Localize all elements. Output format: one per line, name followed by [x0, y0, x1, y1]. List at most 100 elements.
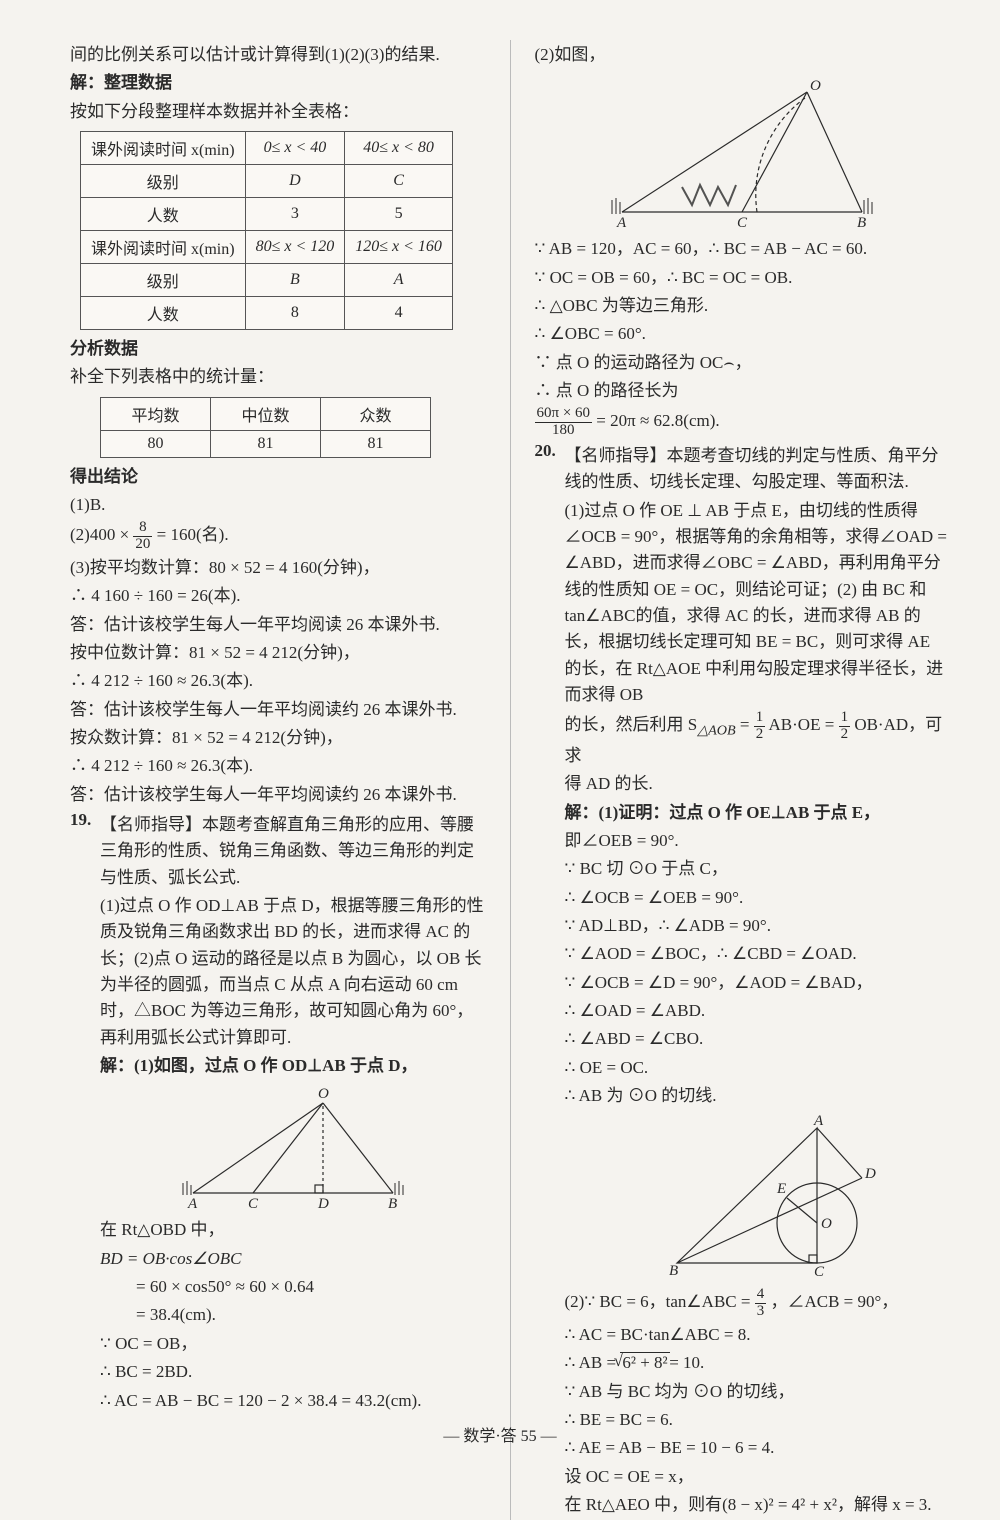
conclusion-heading: 得出结论 — [70, 464, 486, 490]
th: 中位数 — [211, 397, 321, 430]
conclusion-line: 答：估计该校学生每人一年平均阅读约 26 本课外书. — [70, 782, 486, 808]
label-C: C — [737, 215, 748, 231]
label-B: B — [669, 1263, 678, 1279]
solution-line: (2)如图， — [535, 42, 951, 68]
solution-line: ∴ ∠OAD = ∠ABD. — [565, 998, 951, 1024]
solution-line: ∵ AB = 120，AC = 60，∴ BC = AB − AC = 60. — [535, 236, 951, 262]
td: 5 — [345, 198, 453, 231]
conclusion-line: (1)B. — [70, 492, 486, 518]
label-D: D — [317, 1196, 329, 1212]
solution-line: ∴ AC = AB − BC = 120 − 2 × 38.4 = 43.2(c… — [100, 1388, 486, 1414]
guide-text: 的长，然后利用 S△AOB = 12 AB·OE = 12 OB·AD，可求 — [565, 710, 951, 769]
right-column: (2)如图， A C B O ∵ AB = 120，AC = 60，∴ BC — [535, 40, 951, 1520]
solution-line: 60π × 60180 = 20π ≈ 62.8(cm). — [535, 406, 951, 439]
td: 80 — [101, 430, 211, 457]
conclusion-line: ∴ 4 212 ÷ 160 ≈ 26.3(本). — [70, 668, 486, 694]
txt: AB·OE = — [769, 716, 839, 735]
guide-text: (1)过点 O 作 OE ⊥ AB 于点 E，由切线的性质得∠OCB = 90°… — [565, 498, 951, 709]
conclusion-line: 答：估计该校学生每人一年平均阅读约 26 本课外书. — [70, 697, 486, 723]
conclusion-line: (2)400 × 820 = 160(名). — [70, 520, 486, 553]
td: 40≤ x < 80 — [345, 132, 453, 165]
label-A: A — [187, 1196, 198, 1212]
guide-text: 得 AD 的长. — [565, 771, 951, 797]
circle-triangle-diagram: A B C D E O — [617, 1113, 897, 1283]
solution-line: 在 Rt△AEO 中，则有(8 − x)² = 4² + x²，解得 x = 3… — [565, 1492, 951, 1518]
fraction: 820 — [133, 520, 152, 553]
label-B: B — [388, 1196, 397, 1212]
td: 4 — [345, 297, 453, 330]
conclusion-line: 按众数计算：81 × 52 = 4 212(分钟)， — [70, 725, 486, 751]
solution-line: ∴ ∠ABD = ∠CBO. — [565, 1026, 951, 1052]
guide-text: 【名师指导】本题考查切线的判定与性质、角平分线的性质、切线长定理、勾股定理、等面… — [565, 443, 951, 496]
column-separator — [510, 40, 511, 1520]
th: 级别 — [81, 264, 246, 297]
td: 0≤ x < 40 — [245, 132, 345, 165]
intro-text: 按如下分段整理样本数据并补全表格： — [70, 99, 486, 125]
th: 平均数 — [101, 397, 211, 430]
fraction: 12 — [754, 710, 766, 743]
triangle-diagram-2: A C B O — [592, 72, 892, 232]
analysis-text: 补全下列表格中的统计量： — [70, 364, 486, 390]
td: A — [345, 264, 453, 297]
conclusion-line: ∴ 4 212 ÷ 160 ≈ 26.3(本). — [70, 753, 486, 779]
th: 人数 — [81, 297, 246, 330]
solution-line: ∵ 点 O 的运动路径为 OC⌢， — [535, 350, 951, 376]
solution-line: ∴ ∠OBC = 60°. — [535, 321, 951, 347]
td: 8 — [245, 297, 345, 330]
label-O: O — [810, 78, 821, 94]
solution-line: ∵ OC = OB， — [100, 1331, 486, 1357]
analysis-heading: 分析数据 — [70, 336, 486, 362]
td: B — [245, 264, 345, 297]
th: 级别 — [81, 165, 246, 198]
td: C — [345, 165, 453, 198]
solution-line: 设 OC = OE = x， — [565, 1464, 951, 1490]
solution-line: ∴ OE = OC. — [565, 1055, 951, 1081]
td: D — [245, 165, 345, 198]
stats-table: 平均数 中位数 众数 80 81 81 — [100, 397, 431, 458]
txt: = 160(名). — [157, 526, 229, 545]
txt: (2)400 × — [70, 526, 133, 545]
fraction: 60π × 60180 — [535, 406, 593, 439]
solution-line: ∴ ∠OCB = ∠OEB = 90°. — [565, 885, 951, 911]
td: 81 — [211, 430, 321, 457]
data-table-1: 课外阅读时间 x(min) 0≤ x < 40 40≤ x < 80 级别 D … — [80, 131, 453, 330]
solution-line: = 60 × cos50° ≈ 60 × 0.64 — [100, 1274, 486, 1300]
conclusion-line: 答：估计该校学生每人一年平均阅读 26 本课外书. — [70, 612, 486, 638]
td: 81 — [321, 430, 431, 457]
solution-line: ∴ AC = BC·tan∠ABC = 8. — [565, 1322, 951, 1348]
th: 课外阅读时间 x(min) — [81, 231, 246, 264]
th: 众数 — [321, 397, 431, 430]
label-O: O — [318, 1086, 329, 1102]
th: 人数 — [81, 198, 246, 231]
question-number: 20. — [535, 441, 565, 1520]
left-column: 间的比例关系可以估计或计算得到(1)(2)(3)的结果. 解：整理数据 按如下分… — [70, 40, 486, 1520]
guide-text: 【名师指导】本题考查解直角三角形的应用、等腰三角形的性质、锐角三角函数、等边三角… — [100, 812, 486, 891]
label-A: A — [813, 1113, 824, 1129]
intro-text: 间的比例关系可以估计或计算得到(1)(2)(3)的结果. — [70, 42, 486, 68]
conclusion-line: 按中位数计算：81 × 52 = 4 212(分钟)， — [70, 640, 486, 666]
solution-line: ∵ OC = OB = 60，∴ BC = OC = OB. — [535, 265, 951, 291]
solution-line: ∴ 点 O 的路径长为 — [535, 378, 951, 404]
label-E: E — [776, 1181, 786, 1197]
page-footer: — 数学·答 55 — — [0, 1422, 1000, 1446]
label-D: D — [864, 1166, 876, 1182]
solution-line: ∵ ∠AOD = ∠BOC，∴ ∠CBD = ∠OAD. — [565, 941, 951, 967]
txt: 的长，然后利用 S — [565, 716, 698, 735]
solution-line: ∴ BC = 2BD. — [100, 1359, 486, 1385]
guide-text: (1)过点 O 作 OD⊥AB 于点 D，根据等腰三角形的性质及锐角三角函数求出… — [100, 893, 486, 1051]
solution-heading: 解：整理数据 — [70, 70, 486, 96]
conclusion-line: ∴ 4 160 ÷ 160 = 26(本). — [70, 583, 486, 609]
label-C: C — [814, 1264, 825, 1280]
solution-line: BD = OB·cos∠OBC — [100, 1246, 486, 1272]
triangle-diagram-1: A C D B O — [163, 1083, 423, 1213]
solution-line: ∵ AB 与 BC 均为 ⊙O 的切线， — [565, 1379, 951, 1405]
th: 课外阅读时间 x(min) — [81, 132, 246, 165]
txt: ∴ AB = — [565, 1353, 621, 1372]
fraction: 43 — [755, 1287, 767, 1320]
solution-line: ∵ ∠OCB = ∠D = 90°，∠AOD = ∠BAD， — [565, 970, 951, 996]
label-A: A — [616, 215, 627, 231]
txt: = — [740, 716, 754, 735]
txt: (2)∵ BC = 6，tan∠ABC = — [565, 1292, 755, 1311]
td: 3 — [245, 198, 345, 231]
solution-line: 即∠OEB = 90°. — [565, 828, 951, 854]
